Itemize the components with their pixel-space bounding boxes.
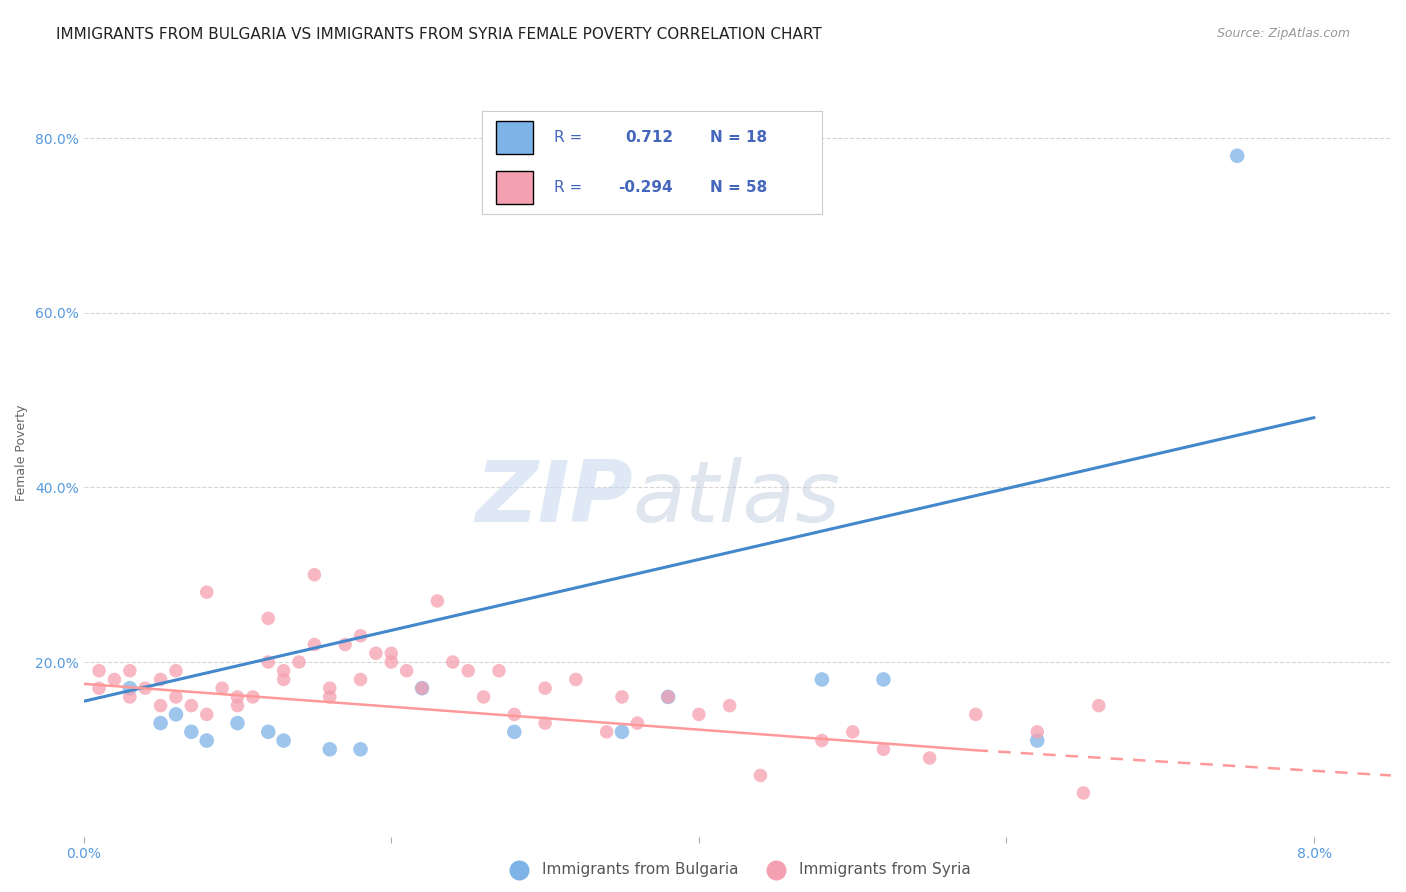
Point — [226, 716, 249, 731]
Point — [273, 733, 295, 747]
Text: IMMIGRANTS FROM BULGARIA VS IMMIGRANTS FROM SYRIA FEMALE POVERTY CORRELATION CHA: IMMIGRANTS FROM BULGARIA VS IMMIGRANTS F… — [56, 27, 823, 42]
Point — [226, 690, 249, 704]
Point — [180, 724, 202, 739]
Point — [411, 681, 433, 696]
Point — [333, 638, 356, 652]
Point — [965, 707, 987, 722]
Point — [411, 681, 433, 696]
Point — [534, 716, 557, 731]
Point — [395, 664, 418, 678]
Point — [1226, 149, 1249, 163]
Point — [503, 707, 526, 722]
Point — [534, 681, 557, 696]
Point — [349, 742, 371, 756]
Point — [273, 664, 295, 678]
Point — [134, 681, 156, 696]
Point — [87, 664, 110, 678]
Point — [118, 664, 141, 678]
Point — [872, 742, 894, 756]
Point — [149, 673, 172, 687]
Point — [811, 733, 834, 747]
Legend: Immigrants from Bulgaria, Immigrants from Syria: Immigrants from Bulgaria, Immigrants fro… — [498, 855, 977, 883]
Point — [1073, 786, 1095, 800]
Point — [657, 690, 679, 704]
Point — [226, 698, 249, 713]
Point — [195, 733, 218, 747]
Point — [304, 567, 326, 582]
Point — [1026, 724, 1049, 739]
Text: Source: ZipAtlas.com: Source: ZipAtlas.com — [1216, 27, 1350, 40]
Point — [257, 655, 280, 669]
Point — [1026, 733, 1049, 747]
Point — [657, 690, 679, 704]
Point — [688, 707, 710, 722]
Point — [257, 611, 280, 625]
Text: atlas: atlas — [633, 457, 841, 541]
Point — [103, 673, 125, 687]
Point — [426, 594, 449, 608]
Point — [242, 690, 264, 704]
Text: ZIP: ZIP — [475, 457, 633, 541]
Point — [918, 751, 941, 765]
Point — [380, 655, 402, 669]
Point — [195, 707, 218, 722]
Point — [180, 698, 202, 713]
Point — [118, 690, 141, 704]
Point — [319, 742, 342, 756]
Point — [149, 716, 172, 731]
Point — [565, 673, 588, 687]
Point — [610, 690, 633, 704]
Point — [380, 646, 402, 660]
Point — [349, 629, 371, 643]
Point — [811, 673, 834, 687]
Point — [257, 724, 280, 739]
Point — [872, 673, 894, 687]
Point — [1087, 698, 1109, 713]
Point — [364, 646, 387, 660]
Point — [626, 716, 648, 731]
Point — [87, 681, 110, 696]
Point — [503, 724, 526, 739]
Point — [304, 638, 326, 652]
Point — [165, 664, 187, 678]
Point — [165, 707, 187, 722]
Point — [595, 724, 617, 739]
Point — [488, 664, 510, 678]
Point — [288, 655, 311, 669]
Point — [441, 655, 464, 669]
Y-axis label: Female Poverty: Female Poverty — [15, 404, 28, 500]
Point — [118, 681, 141, 696]
Point — [319, 690, 342, 704]
Point — [149, 698, 172, 713]
Point — [749, 768, 772, 782]
Point — [457, 664, 479, 678]
Point — [273, 673, 295, 687]
Point — [195, 585, 218, 599]
Point — [349, 673, 371, 687]
Point — [211, 681, 233, 696]
Point — [610, 724, 633, 739]
Point — [165, 690, 187, 704]
Point — [841, 724, 863, 739]
Point — [718, 698, 741, 713]
Point — [319, 681, 342, 696]
Point — [472, 690, 495, 704]
